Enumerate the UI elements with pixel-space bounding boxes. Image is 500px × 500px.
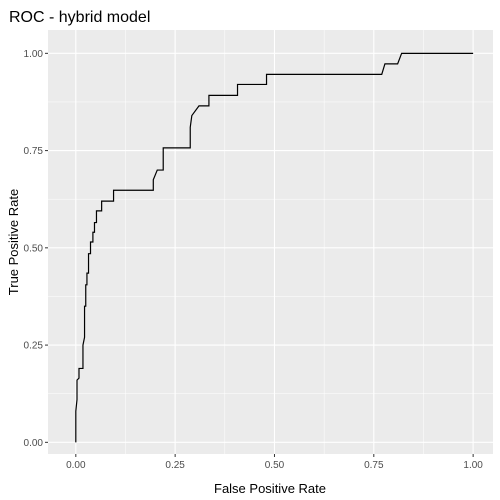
x-tick-label: 1.00 <box>463 460 483 471</box>
y-tick-label: 0.00 <box>24 438 44 449</box>
x-tick-label: 0.00 <box>66 460 86 471</box>
x-tick-label: 0.75 <box>364 460 384 471</box>
y-tick-label: 0.75 <box>24 146 44 157</box>
x-tick-label: 0.25 <box>165 460 185 471</box>
y-tick-label: 0.50 <box>24 243 44 254</box>
major-gridlines <box>48 30 493 454</box>
minor-gridlines <box>48 30 493 454</box>
y-tick-label: 0.25 <box>24 341 44 352</box>
roc-curve-line <box>75 52 474 443</box>
x-axis: 0.00 0.25 0.50 0.75 1.00 <box>66 454 483 471</box>
y-axis: 0.00 0.25 0.50 0.75 1.00 <box>24 49 48 449</box>
y-tick-label: 1.00 <box>24 49 44 60</box>
y-axis-title: True Positive Rate <box>6 189 21 295</box>
x-tick-label: 0.50 <box>265 460 285 471</box>
plot-panel <box>48 30 493 454</box>
x-axis-title: False Positive Rate <box>214 481 326 496</box>
chart-title: ROC - hybrid model <box>9 9 150 26</box>
